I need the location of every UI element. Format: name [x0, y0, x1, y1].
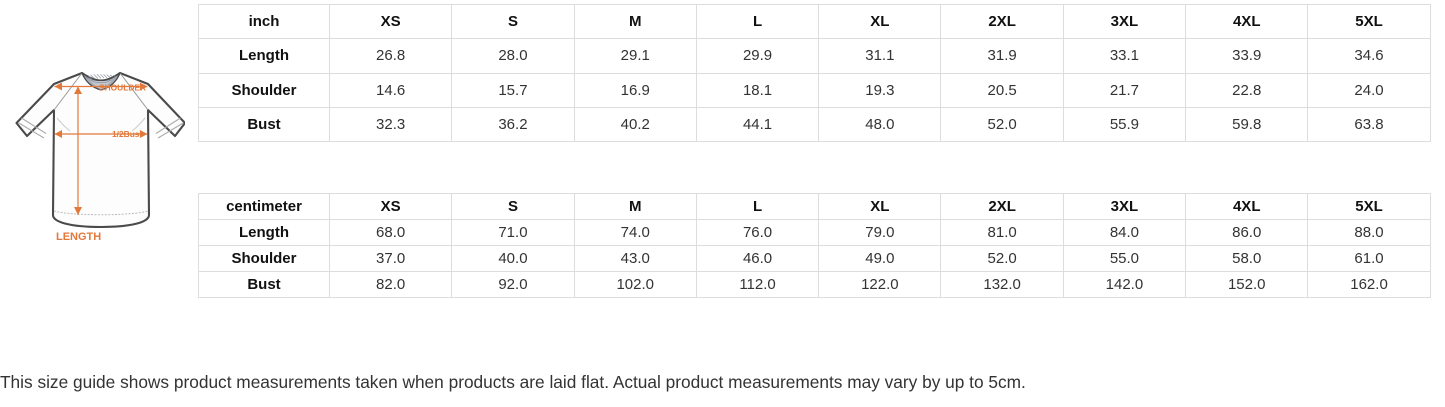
svg-text:LENGTH: LENGTH: [56, 231, 101, 243]
svg-text:SHOULDER: SHOULDER: [99, 83, 146, 93]
svg-text:1/2Bust: 1/2Bust: [112, 129, 142, 139]
